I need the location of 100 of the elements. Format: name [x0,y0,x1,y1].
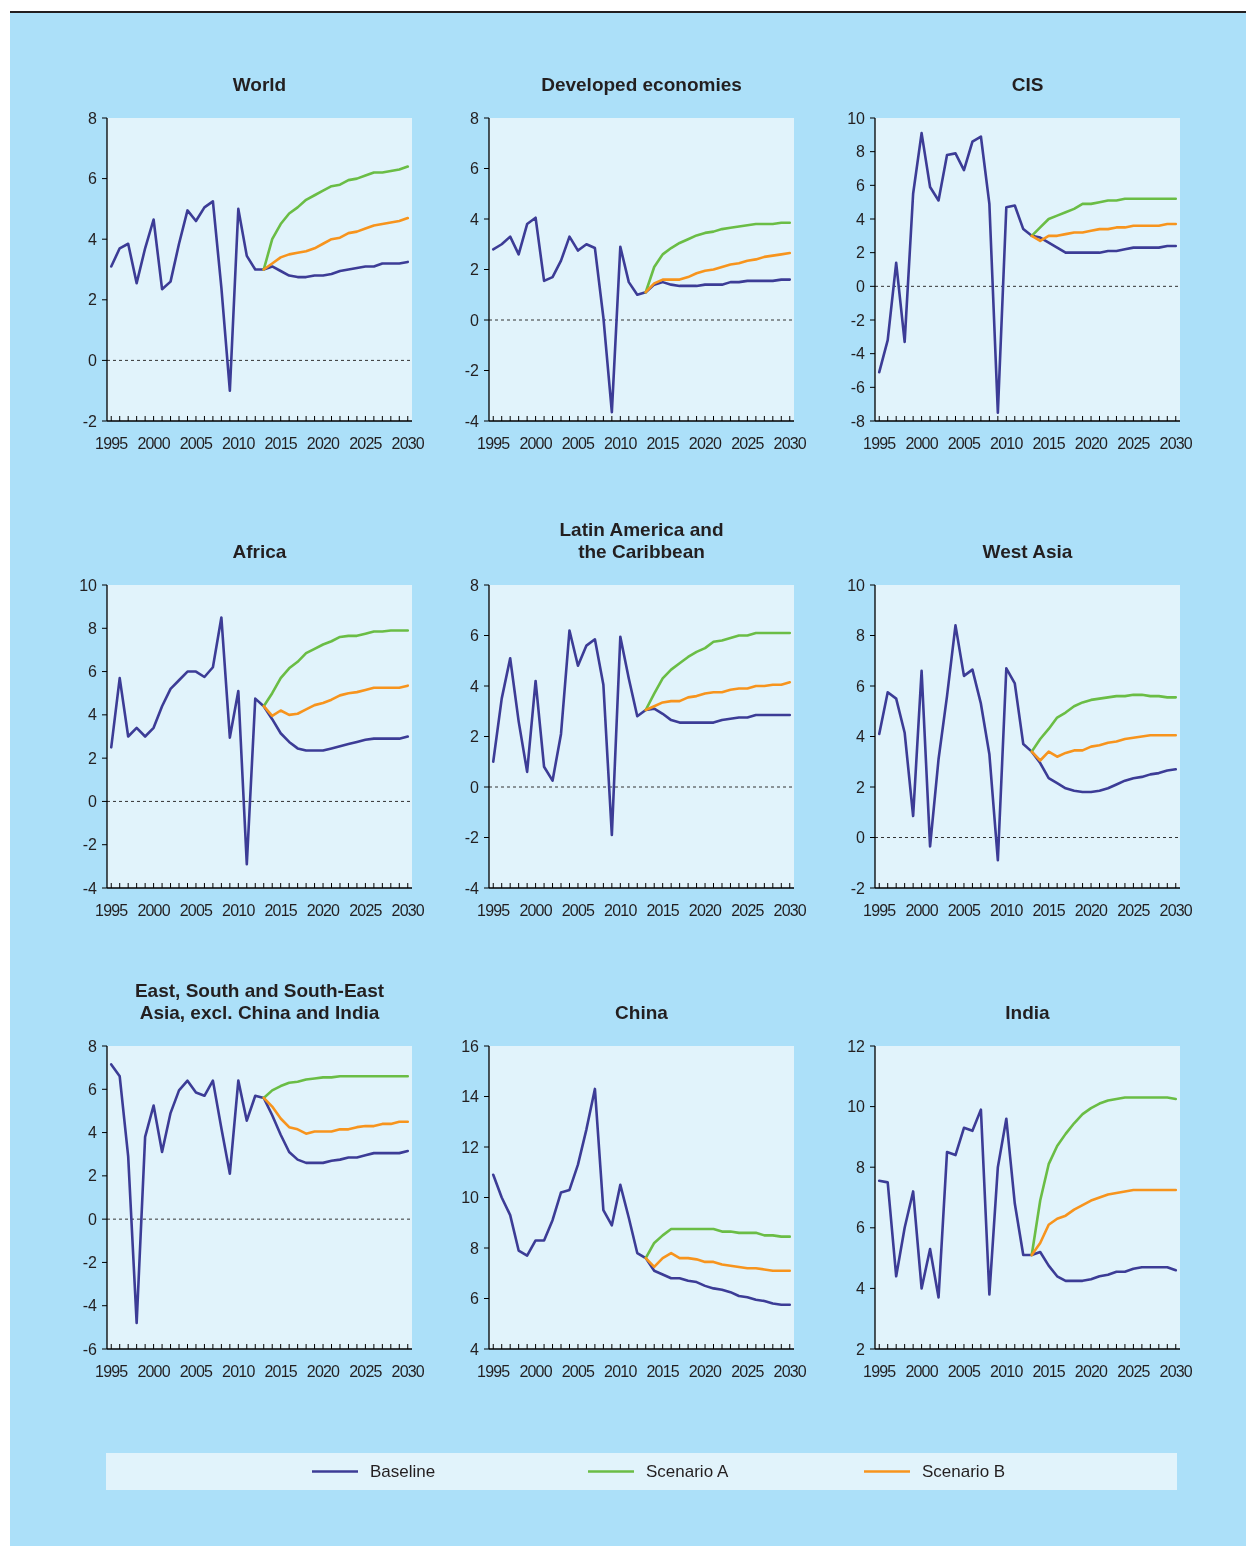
x-tick-label: 2005 [561,902,596,919]
x-tick-label: 2030 [391,435,425,452]
y-tick-label: 8 [856,1158,866,1176]
y-tick-label: -4 [464,412,480,430]
chart-title: Latin America and the Caribbean [559,519,724,562]
y-tick-label: 8 [470,576,480,594]
x-tick-label: 2000 [905,1363,939,1380]
y-tick-label: 4 [470,677,480,695]
line-series [262,1075,410,1100]
line-series [644,680,792,712]
x-tick-label: 2025 [1117,902,1151,919]
y-tick-label: 16 [461,1037,480,1055]
x-tick-label: 2015 [646,902,680,919]
x-tick-label: 2010 [990,1363,1024,1380]
line-series [644,1227,792,1260]
chart-title: India [1005,1002,1051,1023]
x-tick-label: 2010 [604,1363,638,1380]
x-tick-label: 2005 [561,1363,596,1380]
x-tick-label: 2025 [1117,1363,1151,1380]
y-tick-label: 6 [856,677,866,695]
x-tick-label: 2030 [391,1363,425,1380]
x-tick-label: 2020 [306,435,341,452]
x-tick-label: 2025 [349,435,383,452]
y-tick-label: 10 [847,1098,866,1116]
x-tick-label: 2020 [1074,902,1109,919]
y-tick-label: 4 [470,210,480,228]
y-tick-label: 6 [470,627,480,645]
y-tick-label: -4 [850,345,866,363]
y-tick-label: 10 [847,109,866,127]
x-tick-label: 1995 [863,902,897,919]
line-series [109,616,410,866]
x-tick-label: 2025 [1117,435,1151,452]
x-tick-label: 2020 [306,1363,341,1380]
y-tick-label: -4 [464,879,480,897]
x-tick-label: 2020 [1074,435,1109,452]
x-tick-label: 2015 [646,1363,680,1380]
y-tick-label: 4 [856,1280,866,1297]
y-tick-label: 6 [88,663,98,681]
x-tick-label: 1995 [863,1363,897,1380]
y-tick-label: 6 [856,1219,866,1237]
line-series [644,1251,792,1273]
x-tick-label: 2000 [519,902,553,919]
y-tick-label: 2 [88,1167,98,1185]
y-tick-label: 12 [461,1138,480,1156]
x-tick-label: 2015 [1032,1363,1066,1380]
y-tick-label: 8 [88,1037,98,1055]
y-tick-label: 10 [79,576,98,594]
y-tick-label: 10 [461,1189,480,1207]
chart-title: World [232,74,287,95]
y-tick-label: 4 [856,728,866,746]
y-tick-label: -2 [850,879,866,897]
y-tick-label: 8 [470,109,480,127]
x-tick-label: 2030 [773,435,807,452]
line-series [877,1108,1178,1299]
x-tick-label: 2005 [947,1363,982,1380]
x-tick-label: 2000 [519,435,553,452]
line-series [1030,693,1178,753]
x-tick-label: 2030 [773,902,807,919]
x-tick-label: 2010 [604,435,638,452]
y-tick-label: 4 [470,1340,480,1358]
y-tick-label: 2 [856,244,866,262]
x-tick-label: 2015 [264,902,298,919]
y-tick-label: -4 [82,1297,98,1315]
y-tick-label: 0 [88,1210,98,1228]
y-tick-label: 4 [88,1124,98,1142]
y-tick-label: 6 [88,170,98,188]
x-tick-label: 2000 [137,1363,171,1380]
x-tick-label: 2005 [179,1363,214,1380]
x-tick-label: 2010 [990,902,1024,919]
y-tick-label: -2 [82,1254,98,1272]
line-series [1030,1096,1178,1257]
legend-label: Scenario A [646,1462,729,1482]
x-tick-label: 2020 [688,435,723,452]
x-tick-label: 2020 [688,1363,723,1380]
y-tick-label: -2 [82,836,98,854]
y-tick-label: -2 [82,412,98,430]
line-series [262,1096,410,1135]
x-tick-label: 2010 [604,902,638,919]
x-tick-label: 1995 [477,1363,511,1380]
line-series [262,165,410,271]
y-tick-label: -6 [82,1340,98,1358]
line-series [1030,733,1178,762]
y-tick-label: 6 [470,1290,480,1308]
x-tick-label: 1995 [95,1363,129,1380]
x-tick-label: 2015 [264,435,298,452]
y-tick-label: 10 [847,576,866,594]
line-series [262,216,410,271]
y-tick-label: 0 [470,778,480,796]
y-tick-label: 2 [88,749,98,767]
line-series [644,221,792,294]
x-tick-label: 2030 [391,902,425,919]
x-tick-label: 2015 [264,1363,298,1380]
y-tick-label: 6 [88,1080,98,1098]
line-series [109,200,410,392]
line-series [1030,197,1178,238]
chart-title: China [615,1002,669,1023]
y-tick-label: -4 [82,879,98,897]
y-tick-label: 8 [856,627,866,645]
y-tick-label: -8 [850,412,866,430]
legend-label: Baseline [370,1462,436,1482]
